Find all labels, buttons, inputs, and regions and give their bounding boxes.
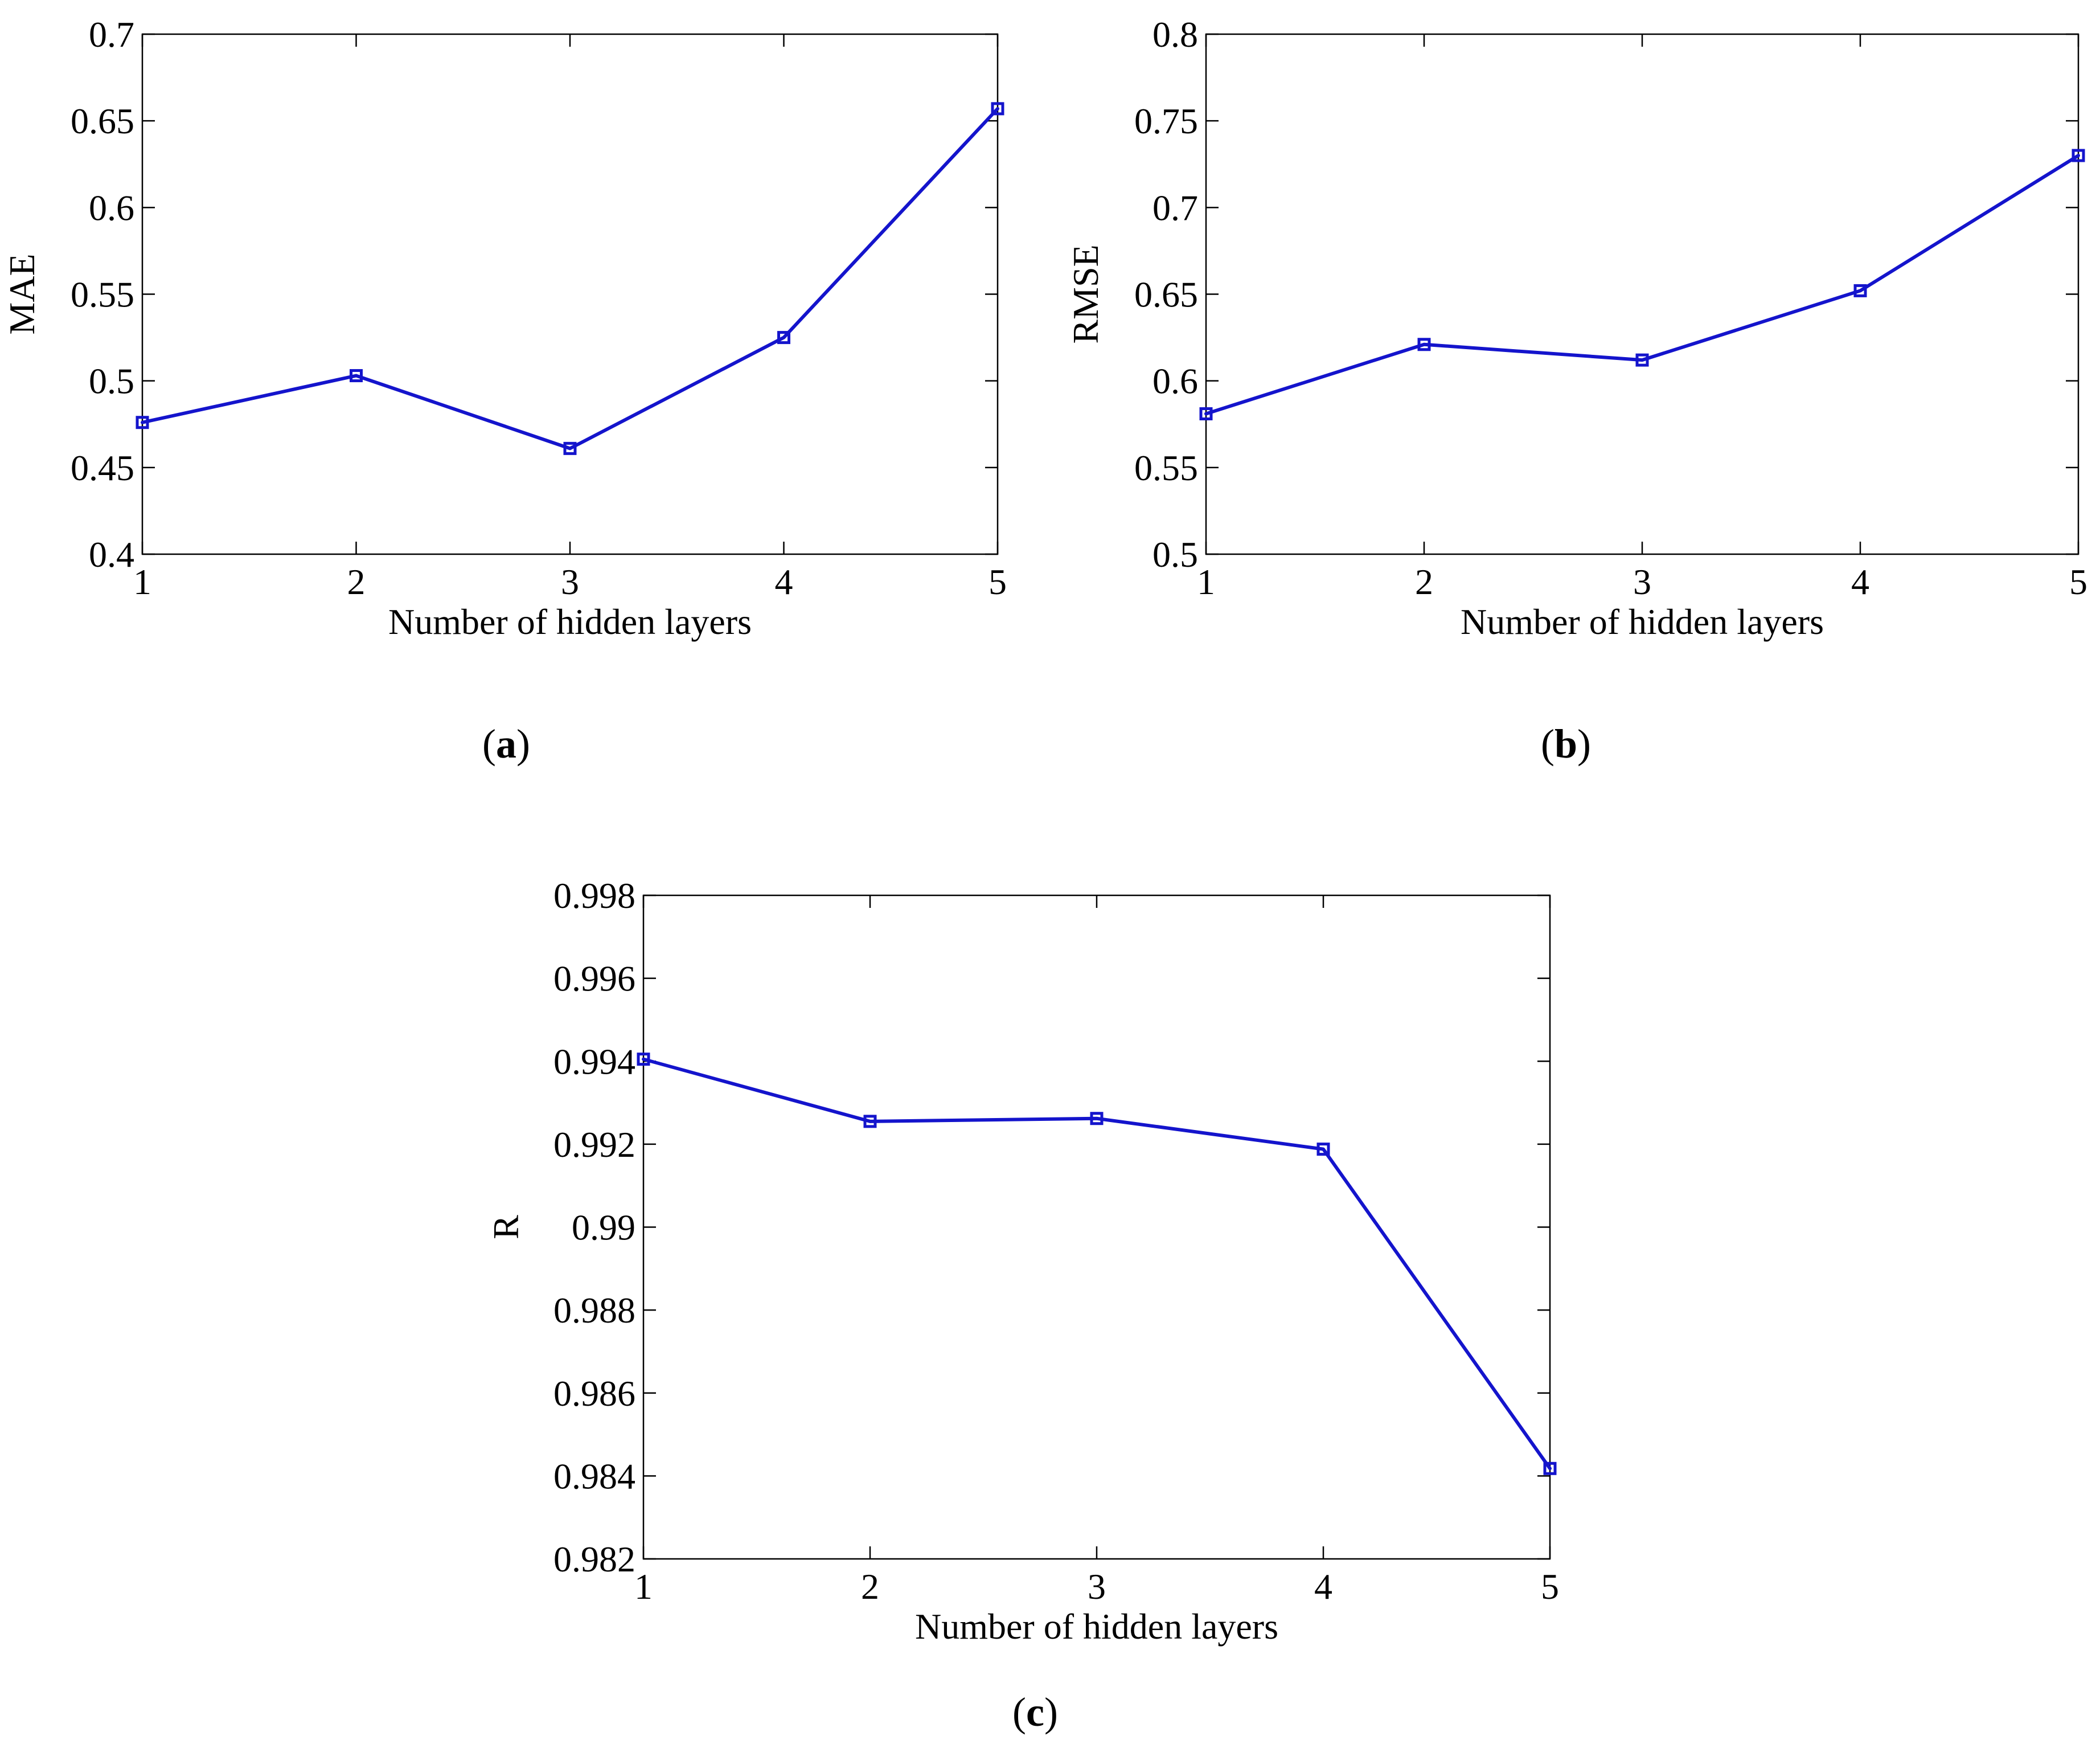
x-axis-label: Number of hidden layers (915, 1606, 1278, 1647)
x-tick-label: 2 (861, 1566, 879, 1607)
x-tick-label: 3 (1633, 562, 1651, 602)
plot-frame (141, 33, 999, 555)
x-tick-label: 4 (775, 562, 793, 602)
chart-panel-c: 1 2 3 4 5 0.982 0.984 0.986 0.988 0.99 0.992 0.994 0… (486, 875, 1559, 1735)
panel-caption: (b) (1541, 721, 1591, 767)
chart-panel-b: 1 2 3 4 5 0.5 0.55 0.6 0.65 0.7 0.75 0.8 Number of h… (1065, 14, 2087, 767)
panel-caption-close: ) (1577, 721, 1591, 767)
data-point-marker (1417, 338, 1431, 351)
data-point-marker (563, 441, 577, 455)
y-tick-label: 0.5 (89, 361, 134, 402)
data-point-marker (350, 369, 363, 383)
series-line-r (642, 1057, 1552, 1471)
panel-caption: (a) (482, 721, 530, 767)
panel-caption-close: ) (1044, 1689, 1058, 1735)
y-axis-label: RMSE (1065, 244, 1106, 343)
data-point-marker (2072, 149, 2085, 162)
y-axis-label: R (486, 1215, 526, 1239)
data-point-marker (863, 1115, 877, 1128)
data-point-marker (1635, 353, 1649, 367)
y-tick-label: 0.986 (553, 1373, 635, 1414)
y-tick-label: 0.6 (1152, 361, 1198, 402)
y-tick-label: 0.45 (71, 448, 134, 488)
y-tick-label: 0.75 (1134, 101, 1198, 141)
y-tick-label: 0.7 (1152, 187, 1198, 228)
y-tick-label: 0.994 (553, 1041, 635, 1082)
x-tick-label: 3 (1088, 1566, 1106, 1607)
y-tick-label: 0.998 (553, 875, 635, 916)
y-tick-label: 0.55 (1134, 448, 1198, 488)
y-tick-label: 0.996 (553, 959, 635, 999)
x-tick-label: 2 (347, 562, 366, 602)
x-tick-label: 5 (2069, 562, 2087, 602)
y-tick-label: 0.4 (89, 534, 134, 575)
data-point-marker (777, 331, 790, 345)
x-tick-label: 4 (1314, 1566, 1332, 1607)
data-point-marker (991, 102, 1004, 116)
chart-panel-a: 1 2 3 4 5 0.4 0.45 0.5 0.55 0.6 0.65 0.7 Number of h… (2, 14, 1007, 767)
data-point-marker (1090, 1112, 1104, 1125)
data-point-marker (1199, 407, 1213, 420)
x-tick-label: 3 (561, 562, 579, 602)
data-point-marker (1543, 1461, 1557, 1475)
y-tick-label: 0.984 (553, 1456, 635, 1496)
y-axis-label: MAE (2, 253, 42, 334)
y-tick-label: 0.988 (553, 1290, 635, 1330)
y-tick-label: 0.99 (572, 1207, 635, 1248)
plot-frame (1205, 33, 2080, 555)
series-line-mae (141, 107, 999, 451)
panel-caption: (c) (1012, 1689, 1058, 1735)
data-point-marker (1316, 1143, 1330, 1156)
y-tick-label: 0.8 (1152, 14, 1198, 55)
data-point-marker (136, 416, 149, 429)
y-tick-label: 0.7 (89, 14, 134, 55)
x-tick-label: 1 (1197, 562, 1215, 602)
panel-caption-close: ) (516, 721, 530, 767)
series-line-rmse (1204, 154, 2080, 416)
panel-caption-letter: c (1026, 1689, 1044, 1735)
y-tick-label: 0.982 (553, 1539, 635, 1579)
y-tick-label: 0.65 (71, 101, 134, 141)
x-tick-label: 5 (1541, 1566, 1559, 1607)
y-tick-label: 0.5 (1152, 534, 1198, 575)
y-tick-label: 0.6 (89, 187, 134, 228)
plot-frame (642, 894, 1551, 1560)
x-tick-label: 1 (634, 1566, 653, 1607)
panel-caption-open: ( (1012, 1689, 1026, 1735)
x-tick-label: 4 (1851, 562, 1869, 602)
y-tick-label: 0.992 (553, 1124, 635, 1165)
panel-caption-open: ( (1541, 721, 1555, 767)
y-tick-label: 0.55 (71, 275, 134, 315)
data-point-marker (637, 1053, 650, 1066)
panel-caption-letter: b (1555, 721, 1577, 767)
x-tick-label: 5 (989, 562, 1007, 602)
x-tick-label: 2 (1415, 562, 1433, 602)
panel-caption-open: ( (482, 721, 496, 767)
x-tick-label: 1 (133, 562, 151, 602)
x-axis-label: Number of hidden layers (1461, 601, 1824, 642)
x-axis-label: Number of hidden layers (388, 601, 752, 642)
panel-caption-letter: a (496, 721, 516, 767)
data-point-marker (1853, 284, 1867, 297)
y-tick-label: 0.65 (1134, 275, 1198, 315)
